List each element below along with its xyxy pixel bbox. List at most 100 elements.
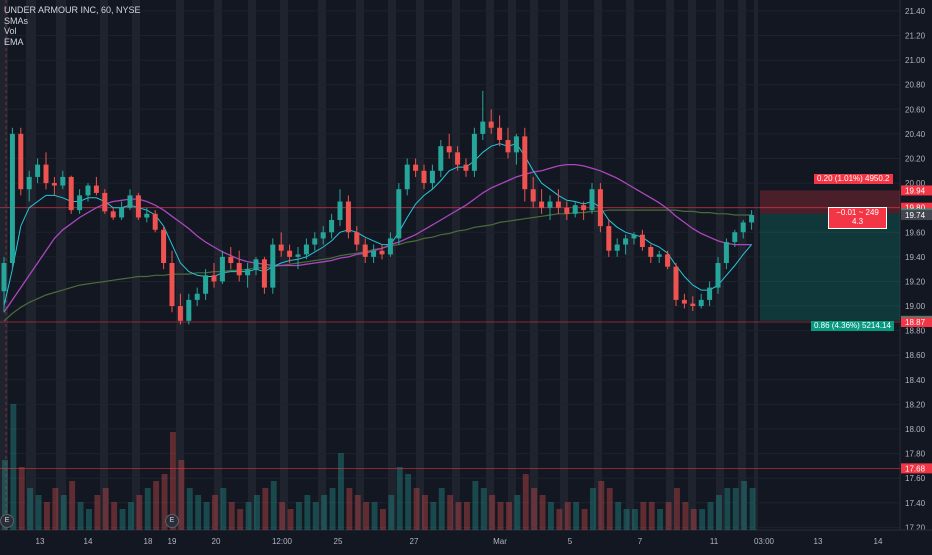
time-tick-label: 11 [710, 537, 719, 546]
volume-bar [195, 495, 202, 530]
volume-bar [304, 495, 311, 530]
volume-bar [371, 502, 378, 530]
volume-bar [615, 502, 622, 530]
volume-bar [228, 502, 235, 530]
candle-body [631, 234, 637, 239]
volume-bar [413, 488, 420, 530]
candle-body [186, 299, 192, 321]
candle-body [35, 164, 41, 177]
price-tick-label: 20.40 [905, 130, 926, 139]
indicator-ema[interactable]: EMA [4, 36, 24, 47]
candle-body [85, 185, 91, 196]
price-label-text: 18.87 [905, 318, 926, 327]
time-tick-label: 27 [410, 537, 419, 546]
volume-bar [388, 495, 395, 530]
candle-body [446, 146, 452, 153]
session-shade-13 [452, 0, 460, 530]
volume-bar [699, 509, 706, 530]
volume-bar [321, 495, 328, 530]
target-badge: 0.20 (1.01%) 4950.2 [814, 174, 893, 184]
volume-bar [472, 481, 479, 530]
session-shade-17 [560, 0, 568, 530]
candle-body [497, 127, 503, 141]
candle-body [312, 238, 318, 245]
candle-body [522, 136, 528, 190]
volume-bar [94, 495, 101, 530]
indicator-smas[interactable]: SMAs [4, 15, 29, 26]
volume-bar [262, 488, 269, 530]
price-tick-label: 17.80 [905, 450, 926, 459]
volume-bar [581, 509, 588, 530]
candle-body [715, 263, 721, 288]
candle-body [337, 201, 343, 220]
volume-bar [707, 502, 714, 530]
candle-body [723, 242, 729, 264]
symbol-title[interactable]: UNDER ARMOUR INC, 60, NYSE [4, 5, 141, 15]
time-tick-label: 13 [814, 537, 823, 546]
volume-bar [170, 432, 176, 530]
volume-bar [186, 488, 193, 530]
volume-bar [27, 488, 34, 530]
candle-body [572, 205, 578, 214]
volume-bar [623, 509, 630, 530]
candle-body [110, 211, 116, 218]
candle-body [404, 164, 410, 190]
session-shade-24 [754, 0, 758, 530]
candle-body [161, 229, 167, 264]
session-shade-18 [594, 0, 602, 530]
volume-bar [598, 481, 605, 530]
price-tick-label: 20.80 [905, 81, 926, 90]
candle-body [177, 306, 183, 321]
session-shade-10 [356, 0, 364, 530]
price-tick-label: 18.80 [905, 327, 926, 336]
earnings-marker-1[interactable]: E [0, 514, 14, 528]
volume-bar [237, 509, 244, 530]
candle-body [245, 269, 251, 276]
session-shade-7 [248, 0, 256, 530]
time-tick-label: 19 [168, 537, 177, 546]
position-stop-zone[interactable] [760, 213, 900, 321]
volume-bar [77, 502, 84, 530]
time-tick-label: 18 [144, 537, 153, 546]
candle-body [51, 183, 57, 186]
volume-bar [178, 460, 185, 530]
volume-bar [212, 495, 218, 530]
price-label-bg [901, 463, 932, 474]
candle-body [589, 189, 595, 211]
volume-bar [338, 453, 344, 530]
price-label-bg [901, 185, 932, 196]
candle-body [606, 226, 612, 251]
volume-bar [245, 502, 252, 530]
price-tick-label: 17.40 [905, 499, 926, 508]
price-tick-label: 18.40 [905, 376, 926, 385]
price-tick-label: 17.20 [905, 523, 926, 532]
session-shade-14 [486, 0, 494, 530]
candle-body [614, 244, 620, 251]
price-tick-label: 19.00 [905, 302, 926, 311]
session-shade-4 [132, 0, 140, 530]
candle-body [287, 250, 293, 257]
candle-body [539, 201, 545, 208]
price-tick-label: 21.40 [905, 7, 926, 16]
time-tick-label: 12:00 [272, 537, 293, 546]
candle-body [690, 303, 696, 307]
indicator-vol[interactable]: Vol [4, 26, 17, 36]
price-tick-label: 17.60 [905, 474, 926, 483]
price-tick-label: 20.60 [905, 105, 926, 114]
candle-body [740, 222, 746, 233]
volume-bar [161, 474, 168, 530]
time-tick-label: 25 [334, 537, 343, 546]
volume-bar [438, 488, 445, 530]
volume-bar [312, 502, 319, 530]
candle-body [455, 152, 461, 165]
candle-body [623, 238, 629, 245]
time-tick-label: 20 [212, 537, 221, 546]
candle-body [581, 205, 587, 211]
candle-body [555, 201, 561, 208]
price-tick-label: 21.20 [905, 32, 926, 41]
earnings-marker-2[interactable]: E [165, 514, 179, 528]
session-shade-19 [626, 0, 634, 530]
candle-body [421, 170, 427, 184]
